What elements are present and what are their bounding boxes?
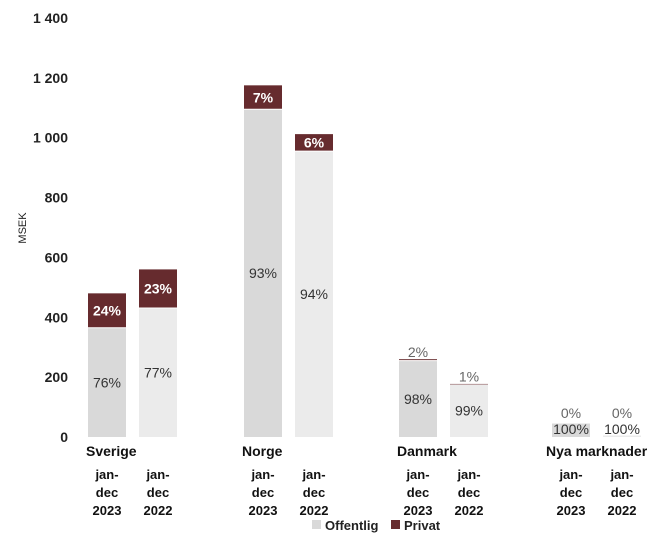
x-group-label: Nya marknader: [546, 443, 648, 459]
y-tick-label: 400: [45, 309, 69, 325]
bar-offentlig: [139, 308, 177, 437]
data-label-offentlig: 93%: [249, 265, 277, 281]
x-period-label: dec: [458, 485, 480, 500]
x-period-label: jan-: [456, 467, 480, 482]
x-period-label: 2023: [93, 503, 122, 518]
bar-offentlig: [295, 151, 333, 438]
x-period-label: dec: [303, 485, 325, 500]
y-tick-label: 1 200: [33, 70, 68, 86]
bar-offentlig: [399, 360, 437, 437]
bar-offentlig: [552, 423, 590, 437]
bar-privat: [244, 85, 282, 110]
x-period-label: jan-: [94, 467, 118, 482]
x-period-label: 2022: [300, 503, 329, 518]
x-period-label: jan-: [250, 467, 274, 482]
data-label-privat: 0%: [561, 405, 581, 421]
data-label-privat: 24%: [93, 303, 122, 319]
data-label-offentlig: 99%: [455, 403, 483, 419]
bar-offentlig: [244, 109, 282, 438]
data-label-privat: 0%: [612, 405, 632, 421]
x-group-label: Sverige: [86, 443, 137, 459]
x-period-label: 2022: [455, 503, 484, 518]
bar-offentlig: [88, 327, 126, 437]
x-period-label: 2023: [557, 503, 586, 518]
data-label-offentlig: 98%: [404, 391, 432, 407]
y-axis-ticks: 0 200 400 600 800 1 000 1 200 1 400: [33, 10, 68, 445]
y-axis-label: MSEK: [17, 212, 29, 244]
x-period-label: jan-: [609, 467, 633, 482]
data-label-offentlig: 100%: [553, 421, 589, 437]
x-period-label: dec: [560, 485, 582, 500]
data-label-privat: 6%: [304, 135, 325, 151]
data-label-privat: 1%: [459, 368, 479, 384]
data-label-privat: 7%: [253, 89, 274, 105]
x-group-label: Danmark: [397, 443, 457, 459]
labels-layer: 76% 24% jan-dec 2023 77% 23% jan-dec 2022 Sverig…: [86, 89, 648, 518]
bar-privat: [295, 134, 333, 152]
bar-privat: [399, 359, 437, 361]
y-tick-label: 0: [60, 429, 68, 445]
data-label-privat: 2%: [408, 344, 428, 360]
x-period-label: 2022: [144, 503, 173, 518]
x-period-label: 2023: [404, 503, 433, 518]
bars-layer: [88, 85, 641, 438]
y-tick-label: 800: [45, 190, 69, 206]
x-period-label: dec: [147, 485, 169, 500]
x-period-label: jan-: [145, 467, 169, 482]
bar-privat: [88, 293, 126, 328]
legend: Offentlig Privat: [312, 518, 441, 533]
legend-label: Privat: [404, 518, 441, 533]
bar-privat: [139, 269, 177, 309]
y-tick-label: 600: [45, 249, 69, 265]
data-label-privat: 23%: [144, 281, 173, 297]
x-period-label: dec: [407, 485, 429, 500]
y-tick-label: 1 400: [33, 10, 68, 26]
legend-label: Offentlig: [325, 518, 378, 533]
x-period-label: 2023: [249, 503, 278, 518]
data-label-offentlig: 100%: [604, 421, 640, 437]
x-period-label: jan-: [301, 467, 325, 482]
x-period-label: dec: [96, 485, 118, 500]
y-tick-label: 200: [45, 369, 69, 385]
x-group-label: Norge: [242, 443, 283, 459]
data-label-offentlig: 94%: [300, 286, 328, 302]
legend-swatch: [391, 520, 400, 529]
bar-offentlig: [450, 384, 488, 437]
legend-swatch: [312, 520, 321, 529]
x-period-label: jan-: [405, 467, 429, 482]
bar-offentlig: [603, 435, 641, 437]
data-label-offentlig: 77%: [144, 365, 172, 381]
x-period-label: dec: [611, 485, 633, 500]
y-tick-label: 1 000: [33, 130, 68, 146]
data-label-offentlig: 76%: [93, 374, 121, 390]
x-period-label: dec: [252, 485, 274, 500]
x-period-label: 2022: [608, 503, 637, 518]
x-period-label: jan-: [558, 467, 582, 482]
